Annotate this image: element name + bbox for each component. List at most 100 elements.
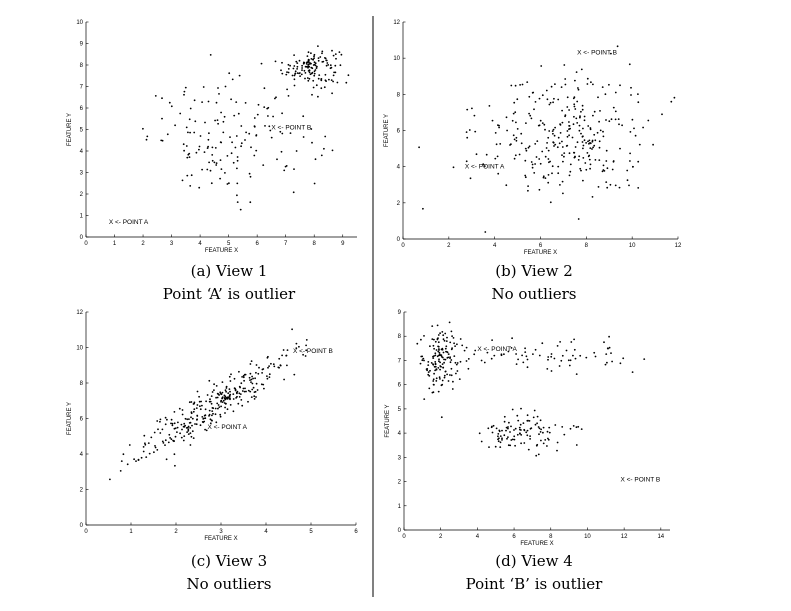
scatter-point [582, 127, 584, 130]
scatter-point [588, 142, 590, 145]
scatter-point [242, 387, 245, 390]
scatter-point [235, 135, 238, 137]
scatter-point [513, 438, 516, 441]
scatter-point [592, 146, 594, 149]
scatter-point [334, 53, 337, 55]
scatter-point [582, 179, 584, 182]
scatter-point [183, 149, 186, 152]
scatter-point [518, 426, 521, 429]
scatter-point [511, 119, 514, 122]
scatter-point [249, 372, 252, 375]
scatter-point [550, 353, 553, 355]
scatter-point [433, 372, 435, 375]
scatter-point [589, 127, 592, 129]
scatter-point [573, 348, 576, 351]
scatter-point [534, 348, 537, 351]
scatter-point [244, 102, 247, 104]
scatter-point [171, 424, 174, 427]
scatter-point [634, 134, 637, 137]
scatter-point [287, 71, 290, 74]
scatter-point [572, 123, 575, 126]
scatter-point [585, 142, 587, 144]
scatter-point [497, 433, 500, 435]
x-tick-label: 4 [493, 243, 497, 249]
scatter-point [176, 426, 179, 429]
scatter-point [559, 184, 561, 186]
scatter-point [582, 157, 585, 159]
scatter-point [507, 426, 509, 428]
scatter-point [295, 347, 298, 349]
scatter-point [605, 119, 607, 121]
y-tick-label: 6 [398, 383, 402, 389]
scatter-point [219, 391, 222, 394]
scatter-point [599, 110, 601, 112]
scatter-point [432, 391, 435, 394]
scatter-point [578, 124, 581, 127]
scatter-point [219, 159, 222, 162]
scatter-point [480, 359, 483, 362]
scatter-point [573, 338, 575, 341]
y-tick-label: 2 [398, 480, 402, 486]
scatter-point [536, 415, 539, 418]
scatter-point [564, 114, 567, 117]
scatter-point [212, 412, 214, 415]
x-tick-label: 2 [141, 241, 145, 247]
scatter-point [474, 349, 477, 352]
scatter-point [452, 166, 455, 169]
scatter-point [456, 343, 458, 346]
scatter-point [311, 93, 313, 96]
scatter-point [211, 146, 214, 149]
scatter-point [585, 356, 588, 359]
scatter-point [546, 445, 548, 447]
caption-note: Point ‘B’ is outlier [466, 575, 604, 593]
scatter-point [314, 69, 317, 71]
scatter-point [538, 427, 541, 430]
scatter-point [533, 409, 536, 412]
scatter-point [311, 141, 313, 144]
y-tick-label: 3 [398, 455, 402, 461]
scatter-point [518, 153, 521, 156]
scatter-point [185, 427, 188, 429]
scatter-point [215, 164, 218, 166]
scatter-point [133, 458, 136, 461]
scatter-point [183, 435, 186, 437]
scatter-point [204, 428, 207, 431]
scatter-point [286, 349, 289, 351]
scatter-point [433, 338, 435, 341]
scatter-point [201, 168, 204, 171]
scatter-point [637, 187, 640, 189]
caption-view: (b) View 2 [495, 262, 572, 280]
scatter-point [438, 348, 440, 350]
x-tick-label: 7 [284, 241, 288, 247]
scatter-point [509, 144, 511, 146]
x-tick-label: 4 [198, 241, 202, 247]
scatter-point [190, 435, 193, 438]
scatter-point [226, 183, 229, 185]
scatter-point [564, 83, 567, 86]
scatter-point [466, 108, 469, 111]
scatter-point [168, 433, 171, 436]
scatter-point [142, 446, 145, 448]
scatter-point [427, 371, 430, 373]
scatter-point [196, 390, 199, 393]
scatter-point [179, 432, 182, 435]
scatter-point [304, 65, 307, 68]
scatter-point [161, 428, 164, 431]
scatter-point [446, 373, 448, 376]
scatter-point [255, 134, 258, 136]
scatter-point [629, 160, 631, 162]
x-tick-label: 0 [402, 534, 406, 540]
scatter-point [446, 351, 448, 353]
scatter-point [262, 164, 265, 167]
scatter-point [438, 358, 440, 361]
scatter-point [561, 140, 563, 143]
scatter-point [586, 83, 589, 85]
scatter-point [293, 168, 295, 171]
point-annotation: X <- POINT B [293, 348, 333, 355]
scatter-point [608, 335, 610, 338]
scatter-point [204, 408, 207, 411]
scatter-point [224, 403, 227, 405]
scatter-point [564, 78, 567, 80]
